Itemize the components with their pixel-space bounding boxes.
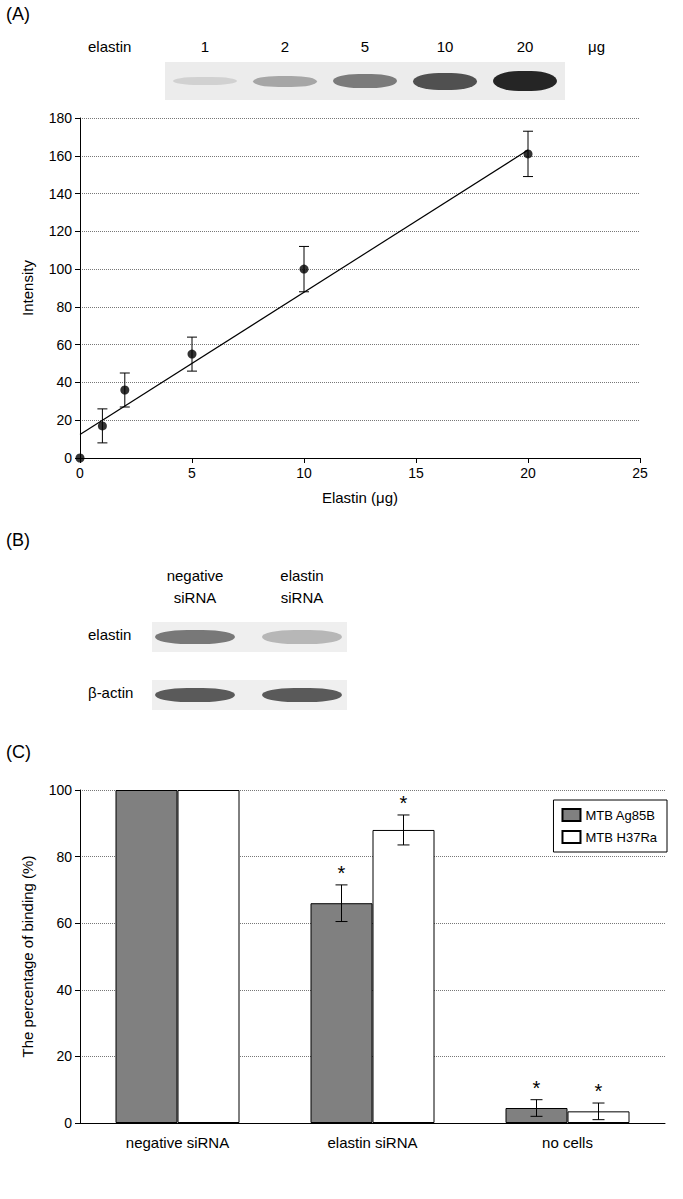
html-text:5: 5 bbox=[360, 38, 370, 55]
svg-text:60: 60 bbox=[56, 915, 72, 931]
html-text:elastin: elastin bbox=[88, 626, 132, 643]
svg-text:negative siRNA: negative siRNA bbox=[126, 1134, 229, 1151]
svg-text:no cells: no cells bbox=[542, 1134, 593, 1151]
svg-text:20: 20 bbox=[56, 412, 72, 428]
svg-text:10: 10 bbox=[296, 465, 312, 481]
svg-text:40: 40 bbox=[56, 374, 72, 390]
html-text:20: 20 bbox=[516, 38, 534, 55]
html-text:elastin siRNA: elastin siRNA bbox=[280, 567, 324, 606]
svg-text:0: 0 bbox=[64, 450, 72, 466]
html-text:elastin: elastin bbox=[88, 38, 132, 55]
html-text:(C): (C) bbox=[6, 742, 31, 762]
svg-text:MTB H37Ra: MTB H37Ra bbox=[585, 830, 657, 845]
svg-text:0: 0 bbox=[64, 1115, 72, 1131]
svg-text:elastin siRNA: elastin siRNA bbox=[327, 1134, 417, 1151]
svg-text:180: 180 bbox=[49, 110, 73, 126]
svg-text:80: 80 bbox=[56, 299, 72, 315]
html-text:(B): (B) bbox=[6, 530, 30, 550]
svg-text:*: * bbox=[338, 862, 346, 884]
svg-text:100: 100 bbox=[49, 782, 73, 798]
svg-text:*: * bbox=[533, 1077, 541, 1099]
html-text:1: 1 bbox=[200, 38, 210, 55]
svg-text:25: 25 bbox=[632, 465, 648, 481]
svg-text:20: 20 bbox=[520, 465, 536, 481]
svg-text:140: 140 bbox=[49, 186, 73, 202]
svg-text:80: 80 bbox=[56, 849, 72, 865]
html-text:negative siRNA: negative siRNA bbox=[166, 567, 224, 606]
svg-text:0: 0 bbox=[76, 465, 84, 481]
svg-text:Intensity: Intensity bbox=[19, 260, 36, 316]
svg-text:Elastin (μg): Elastin (μg) bbox=[322, 489, 398, 506]
html-text:2: 2 bbox=[280, 38, 290, 55]
html-text:10: 10 bbox=[436, 38, 454, 55]
svg-text:20: 20 bbox=[56, 1048, 72, 1064]
svg-text:100: 100 bbox=[49, 261, 73, 277]
html-text:(A): (A) bbox=[6, 4, 30, 24]
svg-text:The percentage of binding (%): The percentage of binding (%) bbox=[19, 856, 36, 1058]
svg-text:15: 15 bbox=[408, 465, 424, 481]
svg-text:MTB Ag85B: MTB Ag85B bbox=[585, 808, 654, 823]
svg-text:160: 160 bbox=[49, 148, 73, 164]
html-text:μg: μg bbox=[588, 38, 605, 55]
svg-text:5: 5 bbox=[188, 465, 196, 481]
html-text:β-actin: β-actin bbox=[88, 684, 134, 701]
svg-text:60: 60 bbox=[56, 337, 72, 353]
svg-text:120: 120 bbox=[49, 223, 73, 239]
svg-text:*: * bbox=[595, 1080, 603, 1102]
svg-text:40: 40 bbox=[56, 982, 72, 998]
svg-text:*: * bbox=[400, 792, 408, 814]
